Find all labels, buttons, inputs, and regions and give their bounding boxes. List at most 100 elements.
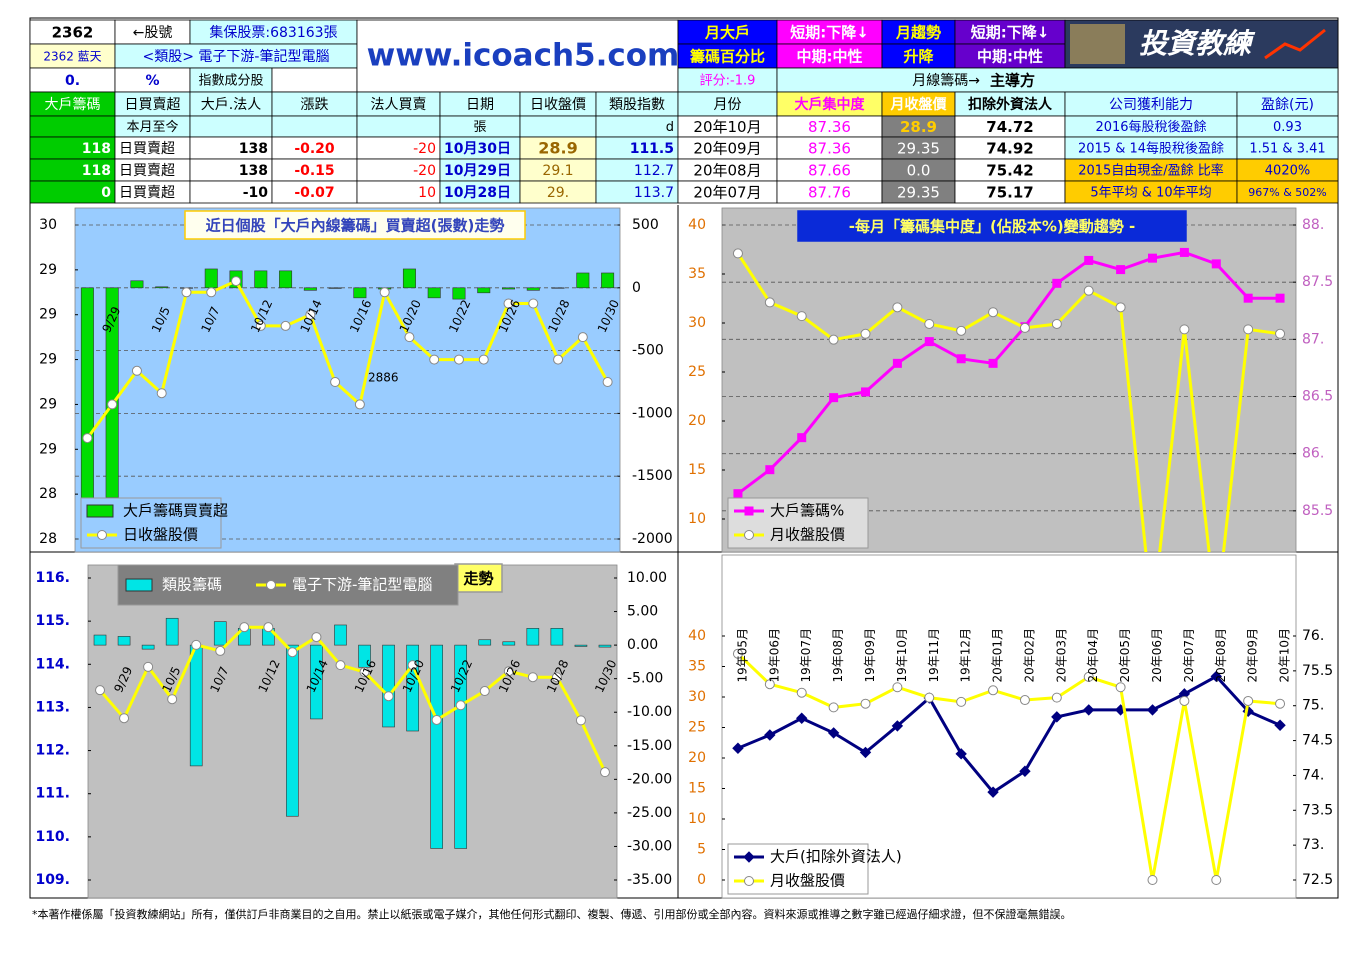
marker bbox=[119, 713, 130, 724]
marker bbox=[379, 287, 390, 298]
cell-text: 1.51 & 3.41 bbox=[1249, 142, 1325, 157]
legend-marker bbox=[97, 530, 107, 540]
cell-text: 本月至今 bbox=[126, 119, 178, 135]
marker bbox=[239, 622, 250, 633]
cell-text: 大戶集中度 bbox=[795, 96, 866, 113]
bar bbox=[279, 270, 293, 289]
header-cell bbox=[271, 115, 358, 138]
x-tick-label: 19年10月 bbox=[895, 628, 909, 683]
marker bbox=[1243, 293, 1253, 303]
legend-marker bbox=[743, 851, 755, 863]
marker bbox=[796, 712, 808, 724]
tick-label: 35 bbox=[688, 659, 706, 675]
header-cell bbox=[881, 91, 956, 117]
marker bbox=[765, 465, 775, 475]
cell-text: 短期:下降↓ bbox=[790, 24, 869, 42]
marker bbox=[1146, 704, 1159, 716]
tick-label: 28 bbox=[39, 486, 57, 502]
marker bbox=[796, 687, 807, 698]
legend-label: 月收盤股價 bbox=[770, 526, 845, 544]
header-cell bbox=[677, 43, 778, 69]
x-tick-label: 19年09月 bbox=[863, 628, 877, 683]
logo-box bbox=[271, 67, 358, 93]
tick-label: 85.5 bbox=[1302, 503, 1333, 519]
cell-text: 中期:中性 bbox=[797, 48, 863, 66]
marker bbox=[924, 318, 935, 329]
marker bbox=[479, 686, 490, 697]
tick-label: 5 bbox=[697, 842, 706, 858]
marker bbox=[1179, 247, 1189, 257]
legend-label: 電子下游-筆記型電腦 bbox=[292, 576, 432, 594]
x-tick-label: 20年07月 bbox=[1182, 628, 1196, 683]
marker bbox=[1211, 875, 1222, 885]
bar bbox=[353, 287, 367, 299]
marker bbox=[1179, 695, 1190, 706]
cell-text: 10月29日 bbox=[444, 163, 511, 179]
tick-label: -2000 bbox=[632, 531, 673, 547]
cell-text: 扣除外資法人 bbox=[968, 96, 1053, 113]
legend-marker bbox=[744, 876, 754, 886]
marker bbox=[1115, 682, 1126, 693]
marker bbox=[1084, 255, 1094, 265]
cell-text: 法人買賣 bbox=[371, 97, 427, 113]
tick-label: 10 bbox=[688, 811, 706, 827]
annotation: 2886 bbox=[368, 371, 399, 385]
cell-text: 112.7 bbox=[634, 163, 674, 179]
tick-label: 115. bbox=[35, 613, 70, 629]
cell-text: 87.36 bbox=[808, 140, 851, 158]
cell-text: 公司獲利能力 bbox=[1109, 97, 1193, 113]
header-cell bbox=[114, 43, 358, 69]
tick-label: 74. bbox=[1302, 767, 1324, 783]
x-tick-label: 20年06月 bbox=[1150, 628, 1164, 683]
tick-label: 10 bbox=[688, 511, 706, 527]
marker bbox=[764, 679, 775, 690]
marker bbox=[1083, 671, 1094, 682]
tick-label: 500 bbox=[632, 217, 659, 233]
cell-text: 87.36 bbox=[808, 118, 851, 136]
bar bbox=[189, 644, 203, 767]
header-cell bbox=[189, 91, 273, 117]
marker bbox=[215, 645, 226, 656]
header-cell bbox=[519, 91, 597, 117]
tick-label: 15 bbox=[688, 462, 706, 478]
cell-text: 集保股票:683163張 bbox=[209, 24, 337, 41]
marker bbox=[1275, 328, 1286, 339]
cell-text: d bbox=[666, 120, 674, 135]
marker bbox=[797, 433, 807, 443]
bar bbox=[502, 287, 516, 290]
marker bbox=[732, 248, 743, 259]
bar bbox=[454, 644, 468, 849]
bar bbox=[117, 636, 131, 646]
marker bbox=[1051, 711, 1063, 723]
header-cell bbox=[954, 91, 1066, 117]
cell-text: 29.1 bbox=[542, 163, 573, 179]
marker bbox=[503, 666, 514, 677]
marker bbox=[892, 302, 903, 313]
marker bbox=[503, 298, 514, 309]
tick-label: 29 bbox=[39, 262, 57, 278]
tick-label: 113. bbox=[35, 699, 70, 715]
marker bbox=[861, 387, 870, 397]
marker bbox=[956, 325, 967, 336]
tick-label: 29 bbox=[39, 396, 57, 412]
marker bbox=[577, 332, 588, 343]
marker bbox=[287, 647, 298, 658]
legend-label: 月收盤股價 bbox=[770, 872, 845, 890]
marker bbox=[1274, 719, 1286, 731]
tick-label: 30 bbox=[688, 689, 706, 705]
cell-text: ←股號 bbox=[133, 25, 173, 41]
cell-text: -20 bbox=[413, 163, 436, 179]
marker bbox=[305, 309, 316, 320]
tick-label: -15.00 bbox=[627, 738, 672, 754]
marker bbox=[191, 639, 202, 650]
marker bbox=[987, 786, 999, 798]
marker bbox=[455, 700, 466, 711]
cell-text: 2015 & 14每股稅後盈餘 bbox=[1078, 141, 1224, 157]
cell-text: 29. bbox=[547, 185, 569, 201]
marker bbox=[335, 660, 346, 671]
marker bbox=[924, 337, 934, 347]
marker bbox=[181, 287, 192, 298]
marker bbox=[988, 307, 999, 318]
cell-text: 月趨勢 bbox=[895, 24, 941, 42]
